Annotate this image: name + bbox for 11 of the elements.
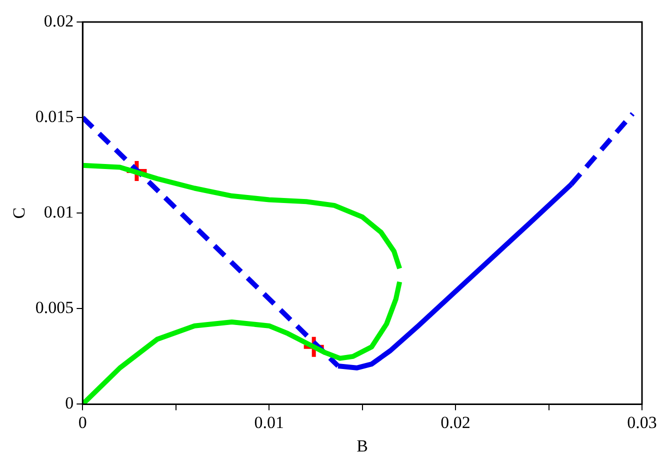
x-tick-label: 0.02 bbox=[440, 412, 470, 432]
y-tick-label: 0.015 bbox=[35, 107, 74, 126]
x-axis-title: B bbox=[356, 436, 368, 456]
x-tick-label: 0.01 bbox=[254, 412, 284, 432]
y-tick-label: 0.005 bbox=[35, 298, 74, 318]
y-tick-label: 0 bbox=[65, 394, 74, 413]
x-tick-label: 0 bbox=[78, 412, 87, 432]
y-axis-title: C bbox=[10, 207, 29, 219]
y-tick-label: 0.02 bbox=[44, 11, 74, 30]
y-tick-label: 0.01 bbox=[44, 202, 74, 222]
x-tick-label: 0.03 bbox=[627, 412, 657, 432]
